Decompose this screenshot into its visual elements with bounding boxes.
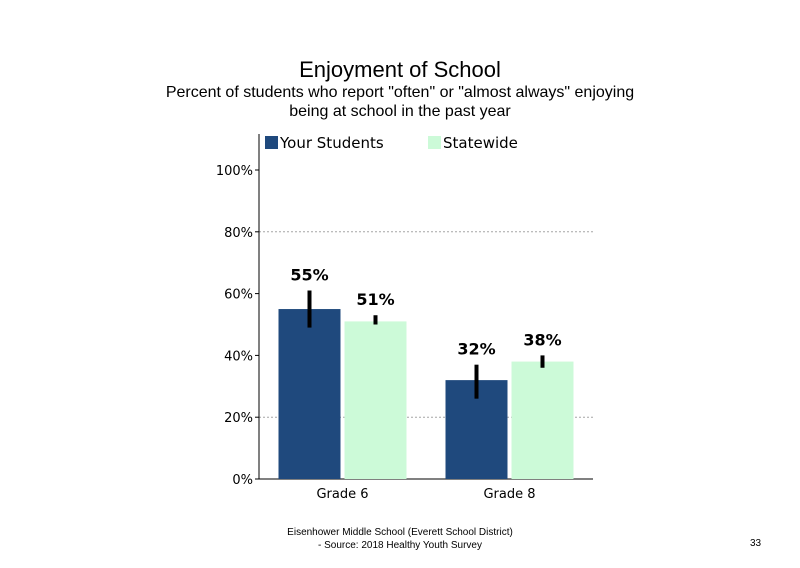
- y-tick-label: 100%: [216, 164, 253, 179]
- bar: [344, 321, 407, 479]
- footer: Eisenhower Middle School (Everett School…: [180, 526, 620, 552]
- y-tick-label: 40%: [224, 349, 253, 364]
- subtitle-line-2: being at school in the past year: [289, 103, 511, 120]
- chart-title: Enjoyment of School: [299, 57, 501, 82]
- bar: [278, 309, 341, 479]
- x-tick-label: Grade 8: [483, 487, 535, 502]
- footer-line-2: - Source: 2018 Healthy Youth Survey: [318, 540, 482, 551]
- data-label: 51%: [356, 290, 394, 309]
- data-label: 38%: [523, 330, 561, 349]
- chart-subtitle: Percent of students who report "often" o…: [0, 83, 800, 121]
- bar: [511, 361, 574, 479]
- legend-label-statewide: Statewide: [443, 134, 518, 152]
- page-number: 33: [750, 538, 762, 549]
- legend-label-your-students: Your Students: [280, 134, 384, 152]
- y-tick-label: 60%: [224, 288, 253, 303]
- data-label: 32%: [457, 340, 495, 359]
- y-tick-label: 20%: [224, 411, 253, 426]
- data-label: 55%: [290, 266, 328, 285]
- legend-swatch-statewide: [428, 136, 441, 149]
- y-tick-label: 80%: [224, 226, 253, 241]
- x-tick-label: Grade 6: [316, 487, 368, 502]
- y-tick-label: 0%: [232, 473, 253, 488]
- footer-line-1: Eisenhower Middle School (Everett School…: [287, 527, 513, 538]
- subtitle-line-1: Percent of students who report "often" o…: [165, 84, 635, 101]
- legend-swatch-your-students: [265, 136, 278, 149]
